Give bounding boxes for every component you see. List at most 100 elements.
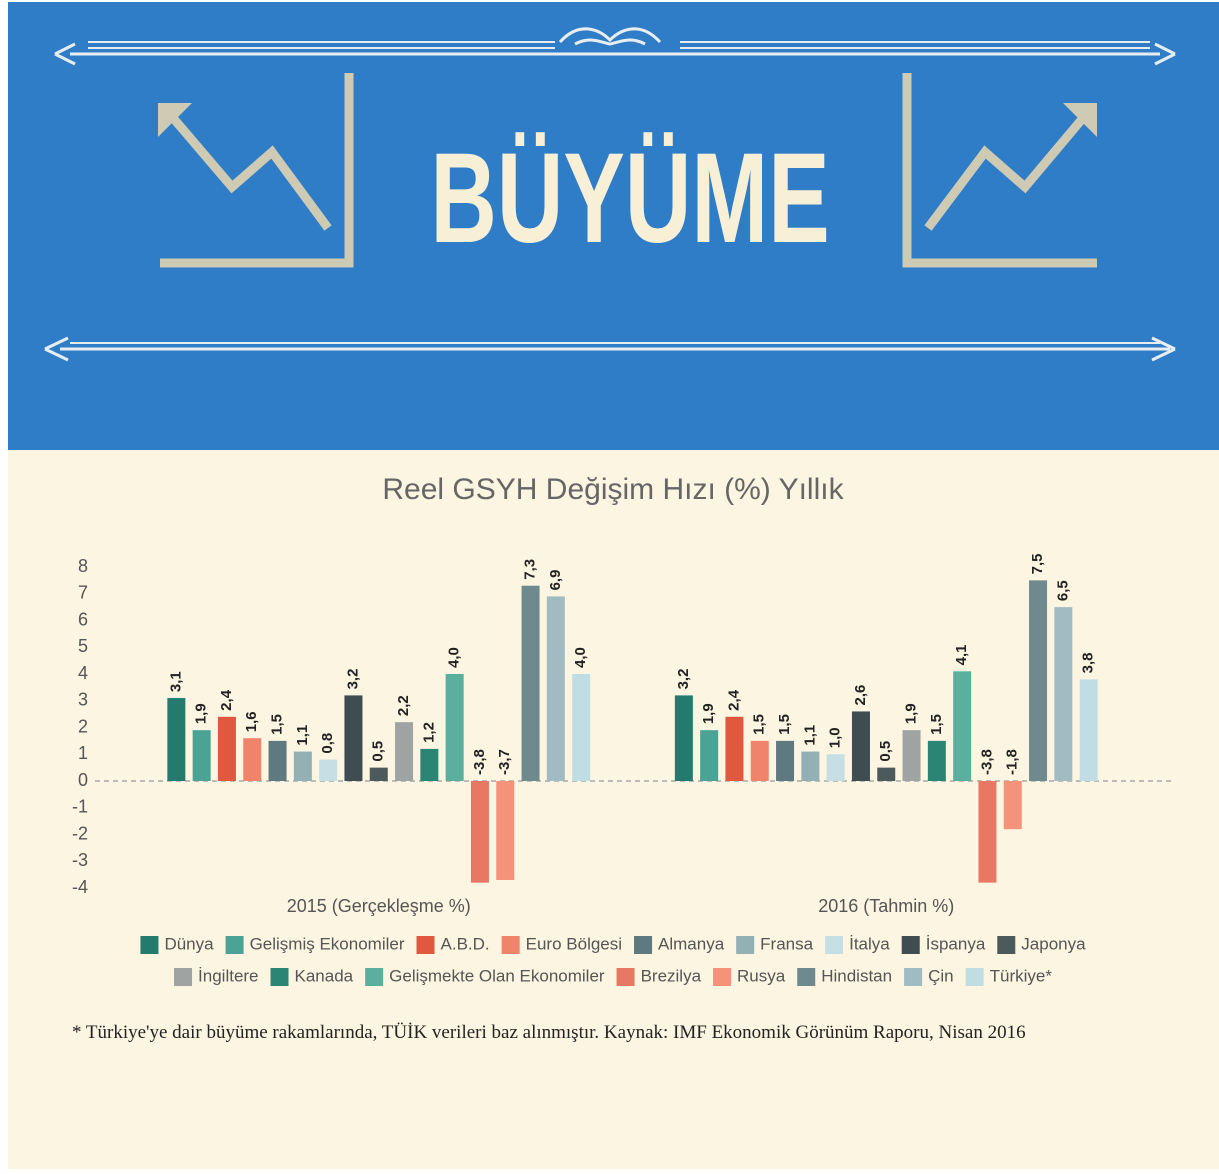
value-label: 1,5 bbox=[751, 714, 768, 735]
bar bbox=[953, 671, 971, 781]
legend-swatch bbox=[502, 936, 520, 954]
value-label: 7,3 bbox=[522, 559, 539, 580]
value-label: 0,8 bbox=[319, 733, 336, 754]
y-tick-label: -3 bbox=[72, 850, 88, 870]
legend-swatch bbox=[797, 968, 815, 986]
bar bbox=[218, 717, 236, 781]
value-label: -3,8 bbox=[978, 749, 995, 775]
value-label: 1,5 bbox=[776, 714, 793, 735]
legend-label: Gelişmekte Olan Ekonomiler bbox=[389, 966, 605, 985]
value-label: 1,9 bbox=[193, 703, 210, 724]
y-tick-label: 1 bbox=[78, 743, 88, 763]
value-label: 3,2 bbox=[344, 669, 361, 690]
legend-swatch bbox=[417, 936, 435, 954]
bar bbox=[496, 781, 514, 880]
legend-swatch bbox=[736, 936, 754, 954]
x-tick-label: 2015 (Gerçekleşme %) bbox=[287, 896, 471, 916]
y-tick-label: -4 bbox=[72, 877, 88, 897]
legend-swatch bbox=[226, 936, 244, 954]
y-tick-label: 7 bbox=[78, 583, 88, 603]
chart-title: Reel GSYH Değişim Hızı (%) Yıllık bbox=[382, 473, 844, 506]
footnote-box: * Türkiye'ye dair büyüme rakamlarında, T… bbox=[60, 1022, 1180, 1062]
bar bbox=[675, 695, 693, 781]
bar bbox=[572, 674, 590, 781]
legend-swatch bbox=[174, 968, 192, 986]
bar bbox=[978, 781, 996, 883]
value-label: -3,8 bbox=[471, 749, 488, 775]
legend-swatch bbox=[997, 936, 1015, 954]
bar bbox=[751, 741, 769, 781]
legend-swatch bbox=[904, 968, 922, 986]
value-label: 1,5 bbox=[269, 714, 286, 735]
legend-label: Fransa bbox=[760, 934, 813, 953]
value-label: 1,1 bbox=[294, 725, 311, 746]
y-tick-label: -1 bbox=[72, 797, 88, 817]
bar bbox=[193, 730, 211, 781]
legend-label: Dünya bbox=[164, 934, 214, 953]
legend-swatch bbox=[966, 968, 984, 986]
value-label: 1,9 bbox=[700, 703, 717, 724]
legend-label: A.B.D. bbox=[441, 934, 490, 953]
header-title: BÜYÜME bbox=[430, 126, 829, 269]
x-tick-label: 2016 (Tahmin %) bbox=[818, 896, 954, 916]
legend-swatch bbox=[271, 968, 289, 986]
bar bbox=[319, 760, 337, 781]
value-label: 1,6 bbox=[243, 711, 260, 732]
legend-swatch bbox=[617, 968, 635, 986]
value-label: 4,0 bbox=[572, 647, 589, 668]
legend-label: İtalya bbox=[849, 934, 890, 953]
bar bbox=[471, 781, 489, 883]
value-label: 3,1 bbox=[167, 671, 184, 692]
value-label: 2,4 bbox=[218, 689, 235, 711]
value-label: 7,5 bbox=[1029, 554, 1046, 575]
bar bbox=[1054, 607, 1072, 781]
legend-label: Rusya bbox=[737, 966, 786, 985]
y-tick-label: 8 bbox=[78, 556, 88, 576]
bar bbox=[776, 741, 794, 781]
y-tick-label: 6 bbox=[78, 609, 88, 629]
value-label: 3,8 bbox=[1080, 652, 1097, 673]
bar bbox=[420, 749, 438, 781]
value-label: 2,4 bbox=[725, 689, 742, 711]
bar bbox=[1029, 580, 1047, 781]
bar bbox=[522, 586, 540, 781]
value-label: 2,6 bbox=[852, 685, 869, 706]
bar bbox=[167, 698, 185, 781]
infographic: BÜYÜME Reel GSYH Değişim Hızı (%) Yıllık… bbox=[0, 0, 1219, 1169]
y-tick-label: 5 bbox=[78, 636, 88, 656]
value-label: 0,5 bbox=[370, 741, 387, 762]
value-label: 1,9 bbox=[903, 703, 920, 724]
page: BÜYÜME Reel GSYH Değişim Hızı (%) Yıllık… bbox=[0, 0, 1219, 1169]
value-label: 6,9 bbox=[547, 570, 564, 591]
bar bbox=[801, 752, 819, 781]
legend-label: Kanada bbox=[295, 966, 354, 985]
legend-label: Çin bbox=[928, 966, 954, 985]
value-label: 1,0 bbox=[827, 727, 844, 748]
value-label: 3,2 bbox=[675, 669, 692, 690]
bar bbox=[1004, 781, 1022, 829]
y-tick-label: 3 bbox=[78, 690, 88, 710]
value-label: 4,0 bbox=[446, 647, 463, 668]
bar bbox=[700, 730, 718, 781]
legend-swatch bbox=[902, 936, 920, 954]
legend-label: Almanya bbox=[658, 934, 725, 953]
legend-label: Japonya bbox=[1021, 934, 1086, 953]
value-label: 1,5 bbox=[928, 714, 945, 735]
bar bbox=[852, 711, 870, 781]
legend-swatch bbox=[634, 936, 652, 954]
legend-swatch bbox=[140, 936, 158, 954]
bar bbox=[243, 738, 261, 781]
legend-label: İspanya bbox=[926, 934, 986, 953]
bar bbox=[827, 754, 845, 781]
value-label: -3,7 bbox=[496, 749, 513, 775]
value-label: 6,5 bbox=[1054, 580, 1071, 601]
legend-label: Türkiye* bbox=[990, 966, 1053, 985]
value-label: 1,2 bbox=[420, 722, 437, 743]
bar bbox=[877, 768, 895, 781]
legend-label: Hindistan bbox=[821, 966, 892, 985]
bar bbox=[547, 596, 565, 781]
y-tick-label: 4 bbox=[78, 663, 88, 683]
y-tick-label: 2 bbox=[78, 716, 88, 736]
bar bbox=[344, 695, 362, 781]
y-tick-label: 0 bbox=[78, 770, 88, 790]
